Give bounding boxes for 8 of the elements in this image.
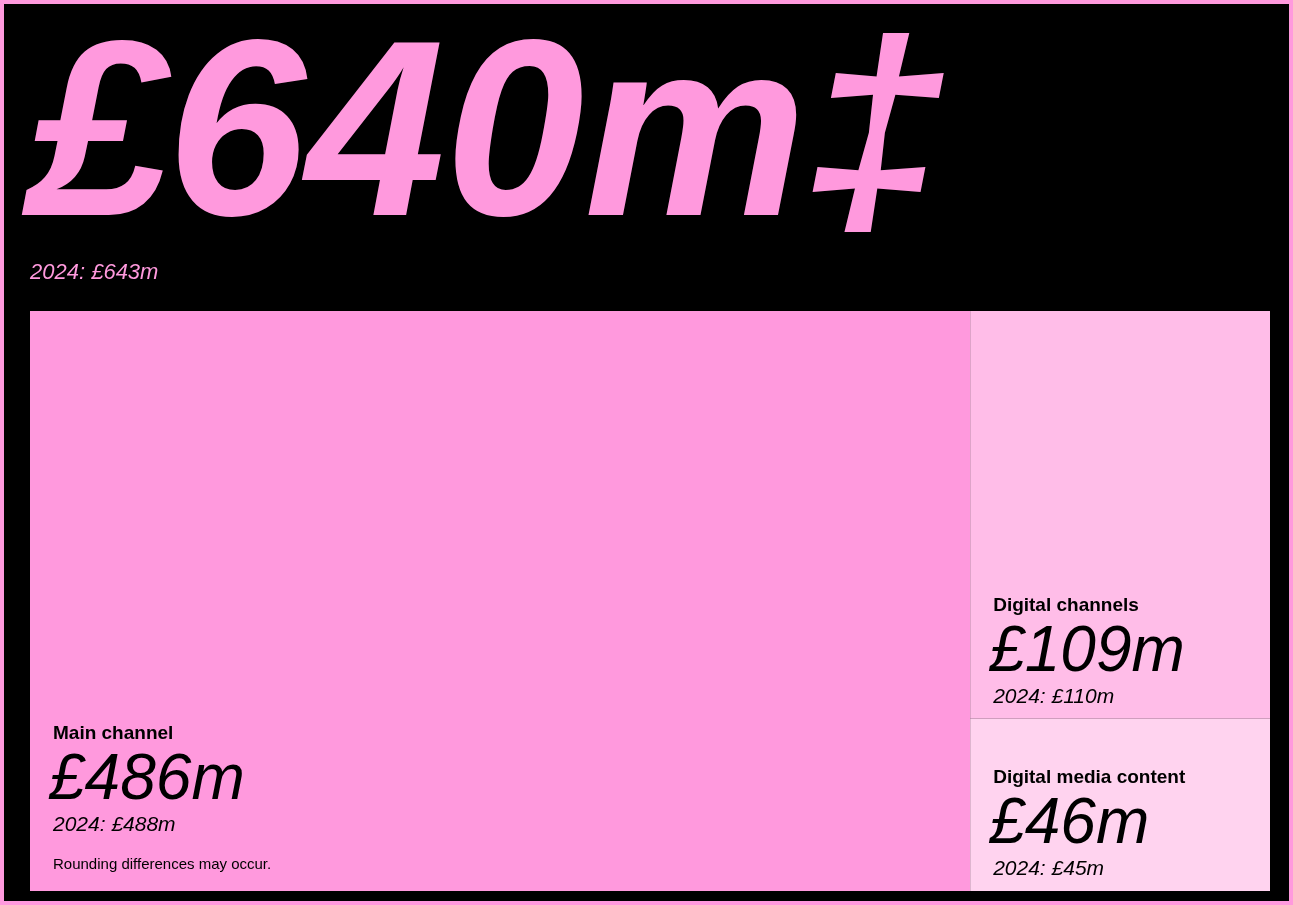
text: 2024: £110m <box>992 683 1115 707</box>
text: Rounding differences may occur. <box>53 855 272 872</box>
text: 2024: £488m <box>52 812 176 835</box>
category-label: Digital channels <box>993 593 1139 615</box>
category-label: Main channel <box>53 722 174 743</box>
text: 2024: £45m <box>992 856 1105 879</box>
data-label: £486m <box>48 741 245 813</box>
category-label: Digital media content <box>993 766 1186 787</box>
